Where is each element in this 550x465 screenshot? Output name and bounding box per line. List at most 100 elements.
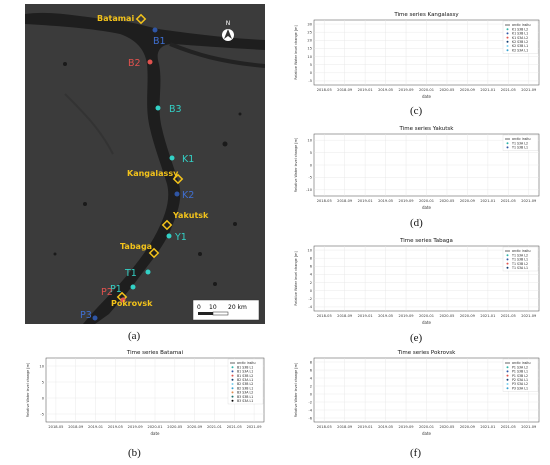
chart-c-svg: Time series Kangalassy 2018-05 2018-09 2019… <box>294 12 540 99</box>
y-tick-label: 10 <box>307 55 312 59</box>
y-tick-label: 6 <box>310 265 313 269</box>
x-tick-label: 2020-05 <box>167 425 182 429</box>
x-tick-label: 2020-09 <box>460 199 476 203</box>
station-dot-b1[interactable] <box>152 27 158 33</box>
x-tick-label: 2020-05 <box>439 314 454 318</box>
y-tick-label: 10 <box>39 364 44 368</box>
station-dot-p1[interactable] <box>130 284 136 290</box>
x-tick-label: 2020-01 <box>419 314 434 318</box>
x-tick-label: 2021-01 <box>480 314 495 318</box>
y-tick-label: 5 <box>310 63 312 67</box>
legend-label: K2 S3B L2 <box>512 40 528 44</box>
x-tick-label: 2019-09 <box>128 425 144 429</box>
x-axis-label: date <box>422 205 432 210</box>
legend-swatch <box>231 399 234 402</box>
station-dot-k1[interactable] <box>169 155 175 161</box>
station-label-k1: K1 <box>182 154 194 165</box>
legend-swatch <box>506 32 509 35</box>
legend-label: Y1 S3B L1 <box>512 146 528 150</box>
river-tributary <box>64 93 114 155</box>
x-tick-label: 2018-05 <box>317 199 332 203</box>
legend-box <box>502 134 539 151</box>
x-tick-label: 2019-01 <box>88 425 103 429</box>
legend-swatch <box>506 36 509 39</box>
legend-label: Y1 S3A L2 <box>512 141 528 145</box>
x-tick-label: 2018-05 <box>317 314 332 318</box>
chart-b: Time series Batamai 2018-05 2018-09 2019-01… <box>22 346 270 440</box>
lakes <box>53 62 242 286</box>
legend-label: arctic insitu <box>512 249 531 253</box>
river-branch <box>169 42 266 68</box>
y-tick-label: -2 <box>308 400 312 404</box>
map-land <box>25 4 265 324</box>
station-label-b2: B2 <box>128 58 141 69</box>
legend-swatch <box>506 254 509 257</box>
y-axis-label: Relative Water level change [m] <box>294 362 298 417</box>
place-label-kangalassy: Kangalassy <box>127 169 179 178</box>
river-main <box>25 12 265 325</box>
chart-f: Time series Pokrovsk 2018-05 2018-09 2019-0… <box>290 346 545 440</box>
x-tick-label: 2019-09 <box>399 199 415 203</box>
y-tick-label: 0 <box>310 392 313 396</box>
chart-f-svg: Time series Pokrovsk 2018-05 2018-09 2019-0… <box>294 350 540 436</box>
x-tick-label: 2021-09 <box>521 314 537 318</box>
x-axis-label: date <box>422 94 432 99</box>
legend-box <box>502 358 539 392</box>
x-tick-label: 2020-05 <box>439 88 454 92</box>
x-tick-label: 2020-01 <box>147 425 162 429</box>
legend-label: arctic insitu <box>512 361 531 365</box>
place-marker-batamai[interactable] <box>135 13 147 25</box>
panel-label-a: (a) <box>128 330 141 342</box>
chart-c: Time series Kangalassy 2018-05 2018-09 2019… <box>290 8 545 103</box>
x-tick-label: 2021-05 <box>227 425 242 429</box>
y-tick-label: 2 <box>310 384 312 388</box>
station-label-b1: B1 <box>153 36 166 47</box>
legend-swatch <box>231 391 234 394</box>
x-tick-label: 2019-05 <box>108 425 123 429</box>
y-tick-label: 4 <box>310 376 313 380</box>
legend-swatch <box>506 262 509 265</box>
legend-swatch <box>231 378 234 381</box>
x-tick-label: 2021-01 <box>480 88 495 92</box>
legend-swatch <box>231 383 234 385</box>
x-tick-label: 2019-01 <box>358 199 373 203</box>
x-tick-label: 2020-01 <box>419 88 434 92</box>
chart-d: Time series Yakutsk 2018-05 2018-09 2019-01… <box>290 122 545 214</box>
legend-swatch <box>506 366 509 369</box>
x-tick-label: 2019-05 <box>378 314 393 318</box>
x-tick-label: 2020-09 <box>460 88 476 92</box>
x-tick-label: 2019-01 <box>358 314 373 318</box>
x-tick-label: 2020-09 <box>460 314 476 318</box>
chart-b-svg: Time series Batamai 2018-05 2018-09 2019-01… <box>26 350 265 436</box>
legend-label: K2 S3B L1 <box>512 44 528 48</box>
y-tick-label: -6 <box>308 416 312 420</box>
station-dot-t1[interactable] <box>145 269 151 275</box>
legend-swatch <box>506 49 509 52</box>
legend-label: K1 S3B L2 <box>512 27 528 31</box>
legend-label: T1 S3A L1 <box>511 266 528 270</box>
x-axis-label: date <box>422 320 432 325</box>
scale-tick-10: 10 <box>209 304 217 311</box>
map-canvas: Batamai Kangalassy Yakutsk Tabaga Pokrov… <box>25 4 266 325</box>
station-dot-b2[interactable] <box>147 59 153 65</box>
y-axis-label: Relative Water level change [m] <box>294 25 298 80</box>
station-dot-k2[interactable] <box>174 191 180 197</box>
place-marker-yakutsk[interactable] <box>161 219 173 231</box>
legend-swatch <box>506 374 509 377</box>
station-dot-p2[interactable] <box>120 297 126 303</box>
y-tick-label: 10 <box>307 139 312 143</box>
station-dot-y1[interactable] <box>166 233 172 239</box>
legend-label: P2 S3A L1 <box>512 378 528 382</box>
station-dot-b3[interactable] <box>155 105 161 111</box>
place-marker-tabaga[interactable] <box>148 247 160 259</box>
legend-label: T1 S3A L2 <box>511 253 528 257</box>
y-tick-label: -5 <box>40 412 44 416</box>
x-axis-label: date <box>422 431 432 436</box>
y-tick-label: 0 <box>310 163 313 167</box>
legend-swatch <box>506 142 509 145</box>
station-label-t1: T1 <box>124 268 137 279</box>
legend-label: B3 S3B L1 <box>237 395 253 399</box>
place-marker-kangalassy[interactable] <box>172 173 184 185</box>
y-tick-label: 0 <box>42 396 45 400</box>
station-dot-p3[interactable] <box>92 315 98 321</box>
